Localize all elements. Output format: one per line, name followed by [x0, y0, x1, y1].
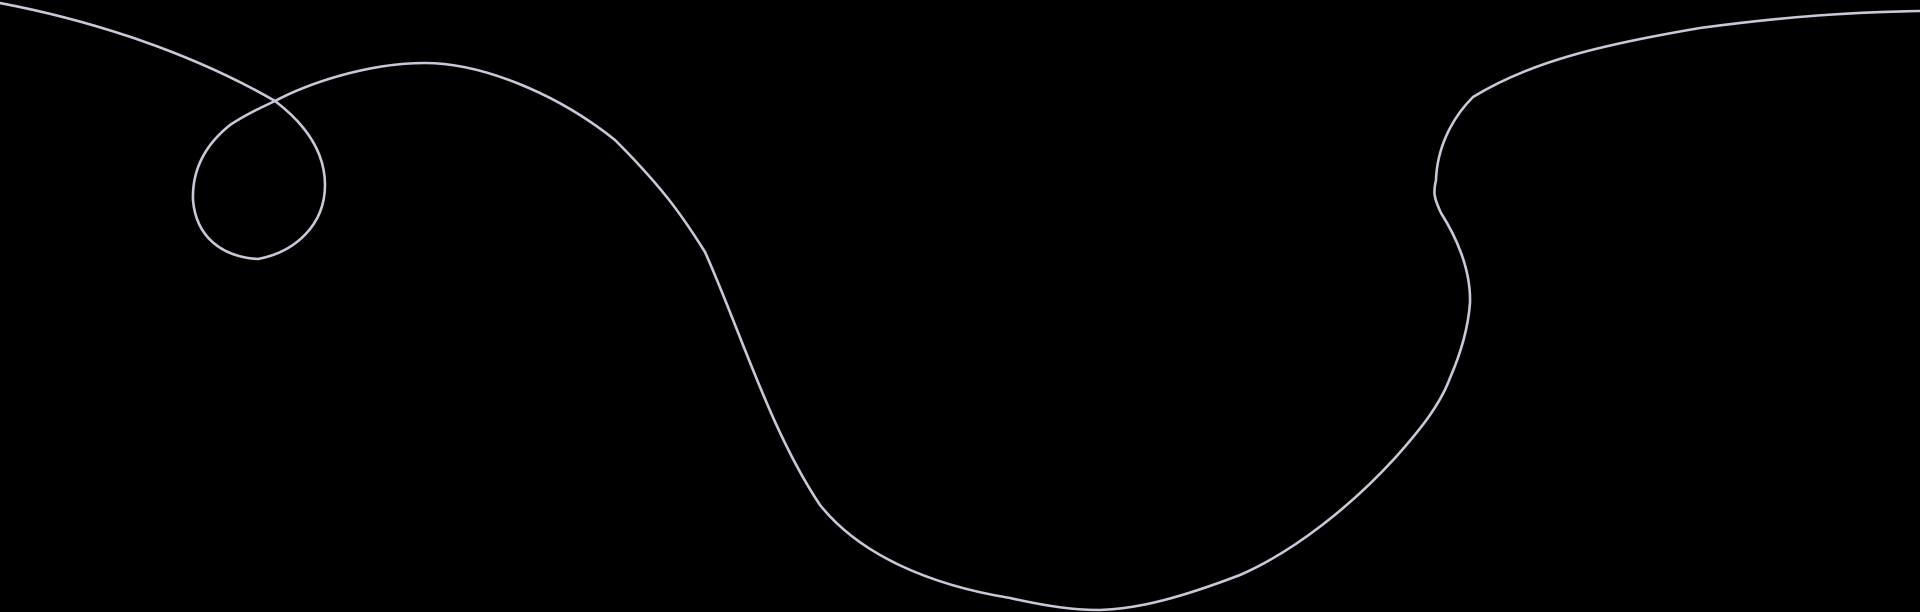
canvas-background [0, 1, 1920, 612]
squiggle-line-path [0, 1, 1920, 612]
decorative-curve-graphic [0, 1, 1920, 612]
